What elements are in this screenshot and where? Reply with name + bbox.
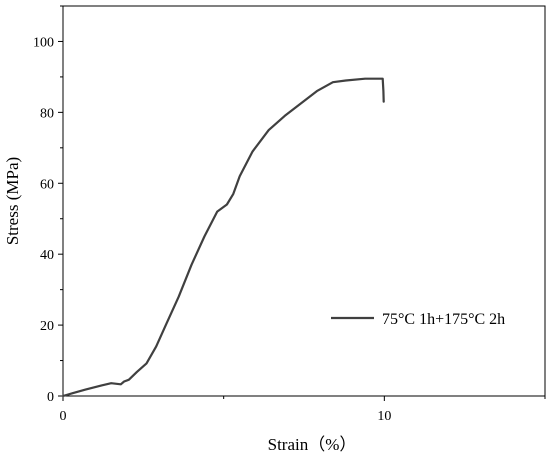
plot-frame [62,5,546,397]
x-tick-label: 0 [60,409,67,424]
axis-tick-labels: 0 20 40 60 80 100 0 10 [33,35,391,424]
legend: 75°C 1h+175°C 2h [331,311,505,328]
legend-label: 75°C 1h+175°C 2h [382,311,505,328]
y-axis-title: Stress (MPa) [3,157,22,245]
x-tick-label: 10 [377,409,391,424]
y-tick-label: 0 [47,390,54,405]
y-tick-label: 100 [33,35,54,50]
y-tick-label: 40 [40,248,54,263]
y-tick-label: 80 [40,106,54,121]
x-axis-title: Strain（%） [268,435,357,454]
y-tick-label: 60 [40,177,54,192]
series-line [61,77,385,398]
y-tick-label: 20 [40,319,54,334]
axis-ticks [58,5,546,401]
